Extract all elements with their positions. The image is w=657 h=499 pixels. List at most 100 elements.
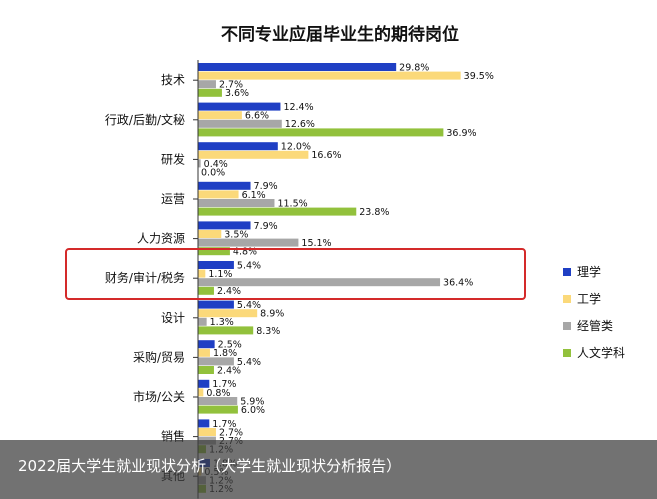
category-label-行政-后勤-文秘: 行政/后勤/文秘 xyxy=(105,112,185,127)
data-label: 29.8% xyxy=(399,62,429,73)
data-label: 0.8% xyxy=(206,388,230,399)
category-label-财务-审计-税务: 财务/审计/税务 xyxy=(105,270,185,285)
data-label: 11.5% xyxy=(277,198,307,209)
bar-技术-人文学科 xyxy=(198,88,222,97)
bar-采购-贸易-理学 xyxy=(198,340,215,349)
category-label-人力资源: 人力资源 xyxy=(137,232,185,246)
bar-行政-后勤-文秘-理学 xyxy=(198,102,281,111)
data-label: 5.4% xyxy=(237,300,261,311)
bar-财务-审计-税务-人文学科 xyxy=(198,286,214,295)
data-label: 36.9% xyxy=(446,128,476,139)
bar-财务-审计-税务-理学 xyxy=(198,261,234,269)
bar-行政-后勤-文秘-人文学科 xyxy=(198,128,444,137)
data-label: 2.5% xyxy=(218,340,242,351)
bar-设计-工学 xyxy=(198,309,258,318)
bar-销售-工学 xyxy=(198,428,216,436)
bar-研发-经管类 xyxy=(198,159,201,168)
legend-label-工学: 工学 xyxy=(577,291,601,306)
data-label: 6.6% xyxy=(245,111,269,122)
bar-运营-工学 xyxy=(198,190,239,199)
data-label: 5.9% xyxy=(240,396,264,407)
legend-swatch-工学 xyxy=(563,295,571,303)
data-label: 2.7% xyxy=(219,80,243,91)
data-label: 23.8% xyxy=(359,207,389,218)
bar-人力资源-理学 xyxy=(198,221,251,230)
category-label-市场-公关: 市场/公关 xyxy=(133,389,185,404)
highlight-box xyxy=(65,248,526,300)
bar-采购-贸易-人文学科 xyxy=(198,366,214,374)
data-label: 39.5% xyxy=(464,71,494,82)
data-label: 1.1% xyxy=(208,269,232,280)
caption-text: 2022届大学生就业现状分析（大学生就业现状分析报告） xyxy=(18,457,402,475)
bar-设计-经管类 xyxy=(198,317,207,326)
data-label: 12.0% xyxy=(281,142,311,153)
data-label: 4.8% xyxy=(233,247,257,258)
data-label: 2.4% xyxy=(217,286,241,297)
bar-人力资源-工学 xyxy=(198,230,222,238)
bar-财务-审计-税务-经管类 xyxy=(198,278,441,287)
data-label: 12.6% xyxy=(285,119,315,130)
data-label: 1.7% xyxy=(212,379,236,390)
data-label: 0.4% xyxy=(204,159,228,170)
bar-市场-公关-工学 xyxy=(198,388,204,397)
legend-swatch-理学 xyxy=(563,268,571,276)
data-label: 6.0% xyxy=(241,405,265,416)
bar-行政-后勤-文秘-经管类 xyxy=(198,119,282,128)
legend-label-经管类: 经管类 xyxy=(577,318,613,333)
data-label: 1.7% xyxy=(212,419,236,430)
data-label: 7.9% xyxy=(254,221,278,232)
category-label-研发: 研发 xyxy=(161,151,185,166)
category-label-运营: 运营 xyxy=(161,192,185,206)
data-label: 16.6% xyxy=(311,150,341,161)
bar-技术-工学 xyxy=(198,71,461,80)
bar-市场-公关-经管类 xyxy=(198,397,238,405)
legend-label-理学: 理学 xyxy=(577,264,601,279)
bar-设计-人文学科 xyxy=(198,326,254,335)
data-label: 3.6% xyxy=(225,88,249,99)
bar-市场-公关-理学 xyxy=(198,379,210,388)
data-label: 7.9% xyxy=(254,181,278,192)
bar-财务-审计-税务-工学 xyxy=(198,269,206,278)
category-label-采购-贸易: 采购/贸易 xyxy=(133,349,185,364)
bar-研发-理学 xyxy=(198,142,278,151)
data-label: 0.0% xyxy=(201,167,225,178)
data-label: 36.4% xyxy=(443,278,473,289)
bar-人力资源-人文学科 xyxy=(198,247,230,256)
category-label-技术: 技术 xyxy=(161,73,185,87)
bar-销售-理学 xyxy=(198,419,210,428)
data-label: 1.8% xyxy=(213,348,237,359)
bar-市场-公关-人文学科 xyxy=(198,405,238,414)
bar-设计-理学 xyxy=(198,300,234,309)
data-label: 3.5% xyxy=(224,229,248,240)
data-label: 15.1% xyxy=(301,238,331,249)
bar-采购-贸易-经管类 xyxy=(198,357,234,366)
data-label: 8.9% xyxy=(260,309,284,320)
data-label: 2.4% xyxy=(217,365,241,376)
plot-area: 技术行政/后勤/文秘研发运营人力资源财务/审计/税务设计采购/贸易市场/公关销售… xyxy=(65,60,526,499)
legend-swatch-经管类 xyxy=(563,322,571,330)
caption-overlay: 2022届大学生就业现状分析（大学生就业现状分析报告） xyxy=(0,440,657,499)
bar-研发-工学 xyxy=(198,150,309,159)
legend-swatch-人文学科 xyxy=(563,349,571,357)
bar-运营-经管类 xyxy=(198,199,275,207)
bar-人力资源-经管类 xyxy=(198,238,299,247)
data-label: 5.4% xyxy=(237,357,261,368)
data-label: 1.3% xyxy=(210,317,234,328)
data-label: 8.3% xyxy=(256,326,280,337)
data-label: 6.1% xyxy=(242,190,266,201)
bar-行政-后勤-文秘-工学 xyxy=(198,111,242,120)
bar-运营-理学 xyxy=(198,181,251,190)
bar-采购-贸易-工学 xyxy=(198,348,210,357)
bar-运营-人文学科 xyxy=(198,207,357,216)
chart-title: 不同专业应届毕业生的期待岗位 xyxy=(221,24,459,45)
legend-label-人文学科: 人文学科 xyxy=(577,345,625,360)
category-label-销售: 销售 xyxy=(161,429,185,444)
data-label: 2.7% xyxy=(219,427,243,438)
data-label: 12.4% xyxy=(283,102,313,113)
bar-技术-经管类 xyxy=(198,80,216,89)
category-label-设计: 设计 xyxy=(161,311,185,325)
data-label: 5.4% xyxy=(237,260,261,271)
